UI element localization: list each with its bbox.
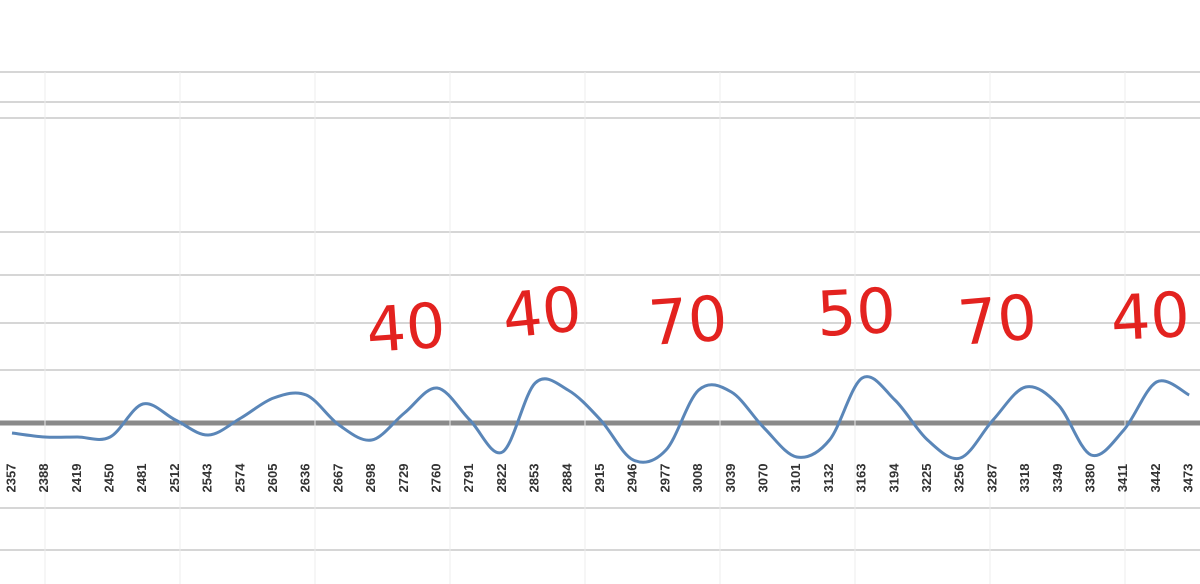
x-tick-label: 3194 (886, 463, 901, 493)
x-tick-label: 3101 (788, 464, 803, 493)
x-tick-label: 2481 (134, 464, 149, 493)
x-tick-label: 3008 (690, 464, 705, 493)
data-line (11, 375, 1190, 464)
x-tick-label: 3132 (821, 464, 836, 493)
x-tick-label: 3318 (1017, 464, 1032, 493)
x-tick-label: 2822 (494, 464, 509, 493)
handwritten-note: 70 (646, 282, 730, 360)
x-tick-label: 3473 (1181, 464, 1196, 493)
handwritten-note: 40 (499, 272, 585, 353)
sheet-lines (0, 71, 1200, 584)
x-tick-label: 2388 (36, 464, 51, 493)
handwritten-note: 40 (364, 289, 448, 367)
x-tick-label: 2791 (461, 464, 476, 493)
x-tick-label: 2698 (363, 464, 378, 493)
x-tick-label: 3039 (723, 464, 738, 493)
x-tick-label: 2357 (3, 464, 18, 493)
x-tick-label: 2419 (69, 464, 84, 493)
x-tick-label: 2543 (200, 464, 215, 493)
x-tick-label: 3256 (952, 464, 967, 493)
x-tick-label: 2450 (102, 464, 117, 493)
x-tick-label: 2605 (265, 464, 280, 493)
x-tick-label: 3380 (1083, 464, 1098, 493)
x-tick-label: 3349 (1050, 464, 1065, 493)
x-tick-label: 3225 (919, 464, 934, 493)
x-tick-label: 2884 (559, 463, 574, 493)
x-tick-label: 3442 (1148, 464, 1163, 493)
x-tick-label: 2667 (330, 464, 345, 493)
x-tick-label: 3411 (1115, 464, 1130, 492)
handwritten-note: 70 (955, 280, 1040, 360)
x-tick-label: 2915 (592, 464, 607, 493)
x-tick-label: 2729 (396, 464, 411, 493)
x-tick-label: 2853 (527, 464, 542, 493)
handwritten-note: 50 (815, 274, 898, 351)
x-tick-label: 2512 (167, 464, 182, 493)
x-tick-label: 3163 (854, 464, 869, 493)
x-tick-label: 2977 (657, 464, 672, 493)
handwritten-note: 40 (1109, 278, 1192, 355)
x-tick-label: 2636 (298, 464, 313, 493)
x-tick-label: 2574 (232, 463, 247, 493)
x-tick-label: 2946 (625, 464, 640, 493)
x-tick-label: 2760 (429, 464, 444, 493)
x-tick-label: 3287 (984, 464, 999, 493)
x-tick-label: 3070 (756, 464, 771, 493)
